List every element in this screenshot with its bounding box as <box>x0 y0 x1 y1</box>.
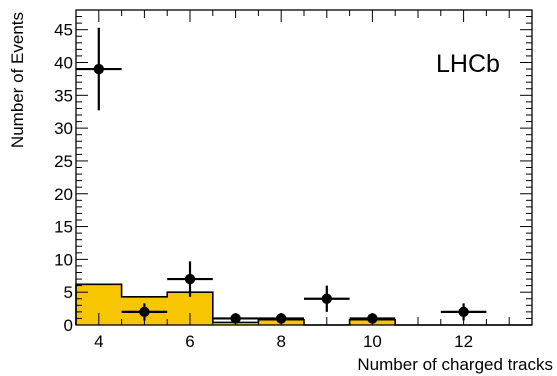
data-point <box>167 261 213 297</box>
data-marker <box>184 273 196 285</box>
y-axis-label: Number of Events <box>8 12 27 148</box>
y-tick-label: 15 <box>54 218 73 237</box>
y-tick-label: 40 <box>54 54 73 73</box>
experiment-label: LHCb <box>436 50 500 78</box>
x-tick-label: 4 <box>94 332 103 351</box>
data-point <box>440 303 487 321</box>
axis-ticks <box>75 9 533 326</box>
x-tick-label: 8 <box>276 332 285 351</box>
tick-labels: 4 6 8 10 12 0 5 10 15 20 25 30 35 40 45 <box>54 21 473 351</box>
data-points <box>76 27 487 324</box>
y-tick-label: 20 <box>54 185 73 204</box>
x-tick-label: 6 <box>185 332 194 351</box>
y-tick-label: 30 <box>54 119 73 138</box>
data-marker <box>321 293 332 304</box>
y-tick-label: 35 <box>54 86 73 105</box>
data-marker <box>458 306 469 318</box>
y-tick-label: 5 <box>64 283 73 302</box>
x-axis-label: Number of charged tracks <box>357 355 553 374</box>
y-tick-label: 10 <box>54 250 73 269</box>
data-marker <box>93 63 105 75</box>
y-tick-label: 45 <box>54 21 73 40</box>
y-tick-label: 0 <box>64 316 73 335</box>
y-tick-label: 25 <box>54 152 73 171</box>
data-point <box>76 27 122 111</box>
x-tick-label: 12 <box>454 332 473 351</box>
x-tick-label: 10 <box>363 332 382 351</box>
data-marker <box>139 306 150 318</box>
data-point <box>304 285 350 312</box>
